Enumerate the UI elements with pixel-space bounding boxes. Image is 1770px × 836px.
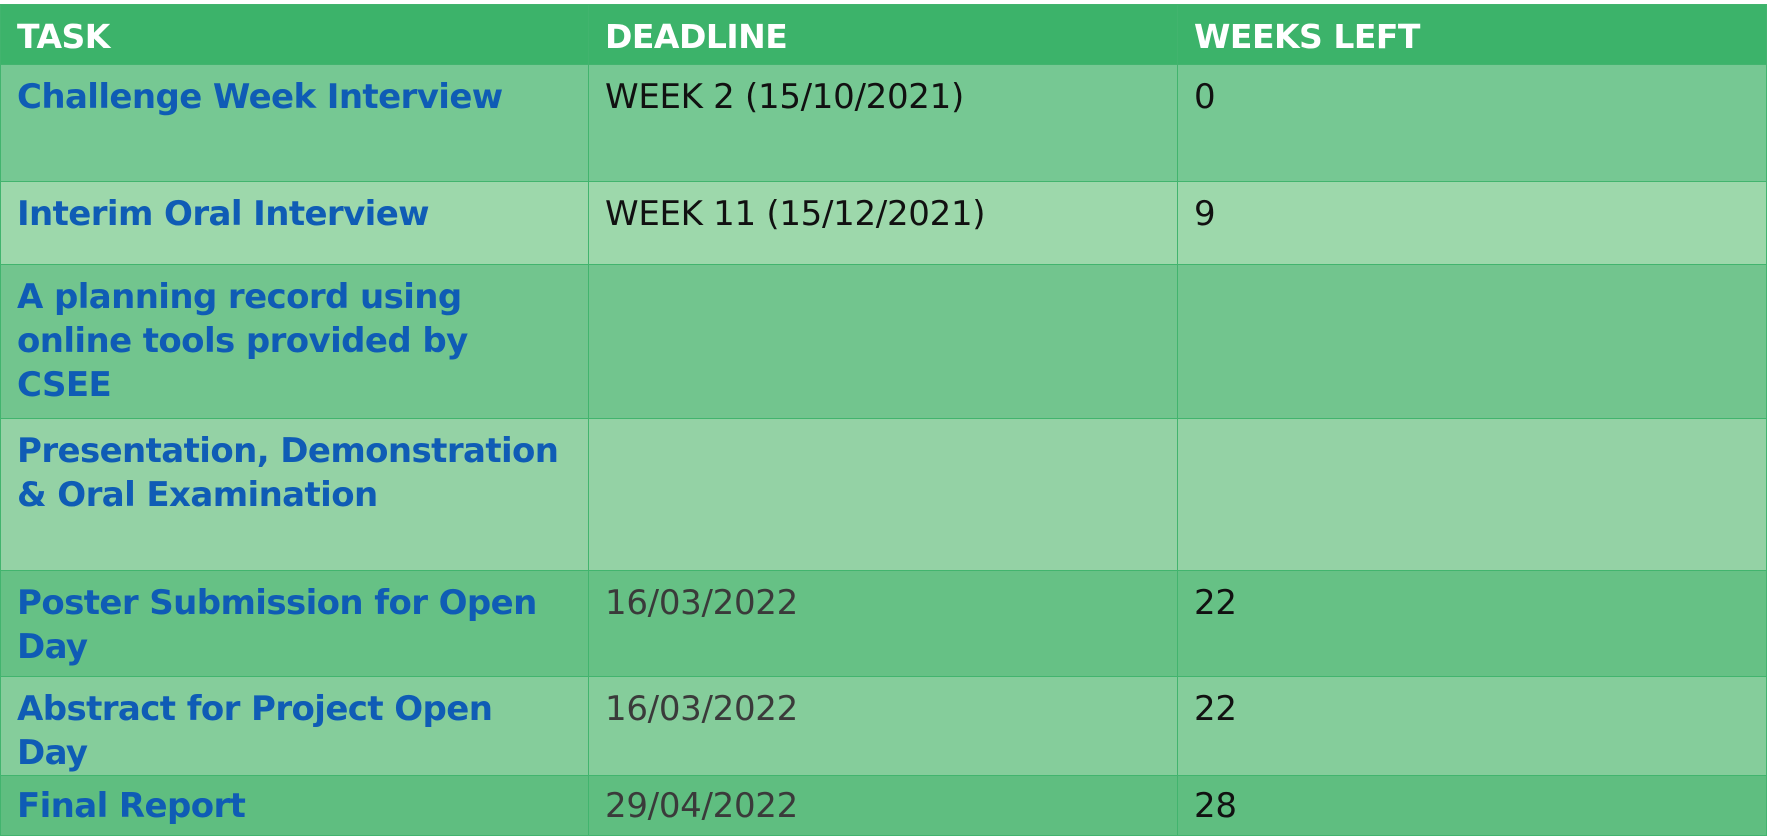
deadline-cell: 16/03/2022: [588, 676, 1178, 776]
task-cell: Poster Submission for Open Day: [0, 570, 589, 677]
weeks-left-cell: 22: [1177, 676, 1767, 776]
task-cell: Challenge Week Interview: [0, 64, 589, 182]
deadline-cell: WEEK 11 (15/12/2021): [588, 181, 1178, 265]
deadline-cell: 29/04/2022: [588, 775, 1178, 836]
column-header-deadline: DEADLINE: [588, 4, 1178, 65]
weeks-left-cell: [1177, 264, 1767, 419]
deadline-cell: [588, 418, 1178, 571]
deadline-cell: [588, 264, 1178, 419]
weeks-left-cell: 9: [1177, 181, 1767, 265]
weeks-left-cell: 28: [1177, 775, 1767, 836]
weeks-left-cell: [1177, 418, 1767, 571]
deadline-table: TASK DEADLINE WEEKS LEFT Challenge Week …: [0, 4, 1767, 836]
table-row: Abstract for Project Open Day 16/03/2022…: [0, 676, 1767, 776]
table-row: A planning record using online tools pro…: [0, 264, 1767, 419]
deadline-cell: 16/03/2022: [588, 570, 1178, 677]
column-header-task: TASK: [0, 4, 589, 65]
task-cell: Interim Oral Interview: [0, 181, 589, 265]
task-cell: Final Report: [0, 775, 589, 836]
weeks-left-cell: 22: [1177, 570, 1767, 677]
task-cell: Presentation, Demonstration & Oral Exami…: [0, 418, 589, 571]
column-header-weeks-left: WEEKS LEFT: [1177, 4, 1767, 65]
table-row: Final Report 29/04/2022 28: [0, 775, 1767, 836]
table-row: Challenge Week Interview WEEK 2 (15/10/2…: [0, 64, 1767, 182]
deadline-table-container: TASK DEADLINE WEEKS LEFT Challenge Week …: [0, 4, 1767, 836]
table-row: Interim Oral Interview WEEK 11 (15/12/20…: [0, 181, 1767, 265]
table-row: Poster Submission for Open Day 16/03/202…: [0, 570, 1767, 677]
deadline-cell: WEEK 2 (15/10/2021): [588, 64, 1178, 182]
weeks-left-cell: 0: [1177, 64, 1767, 182]
task-cell: A planning record using online tools pro…: [0, 264, 589, 419]
table-row: Presentation, Demonstration & Oral Exami…: [0, 418, 1767, 571]
table-header-row: TASK DEADLINE WEEKS LEFT: [0, 4, 1767, 65]
task-cell: Abstract for Project Open Day: [0, 676, 589, 776]
